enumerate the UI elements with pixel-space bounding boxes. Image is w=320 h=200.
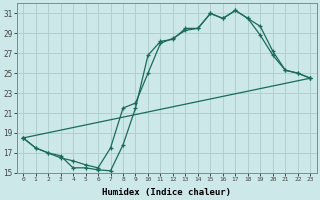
X-axis label: Humidex (Indice chaleur): Humidex (Indice chaleur): [102, 188, 231, 197]
